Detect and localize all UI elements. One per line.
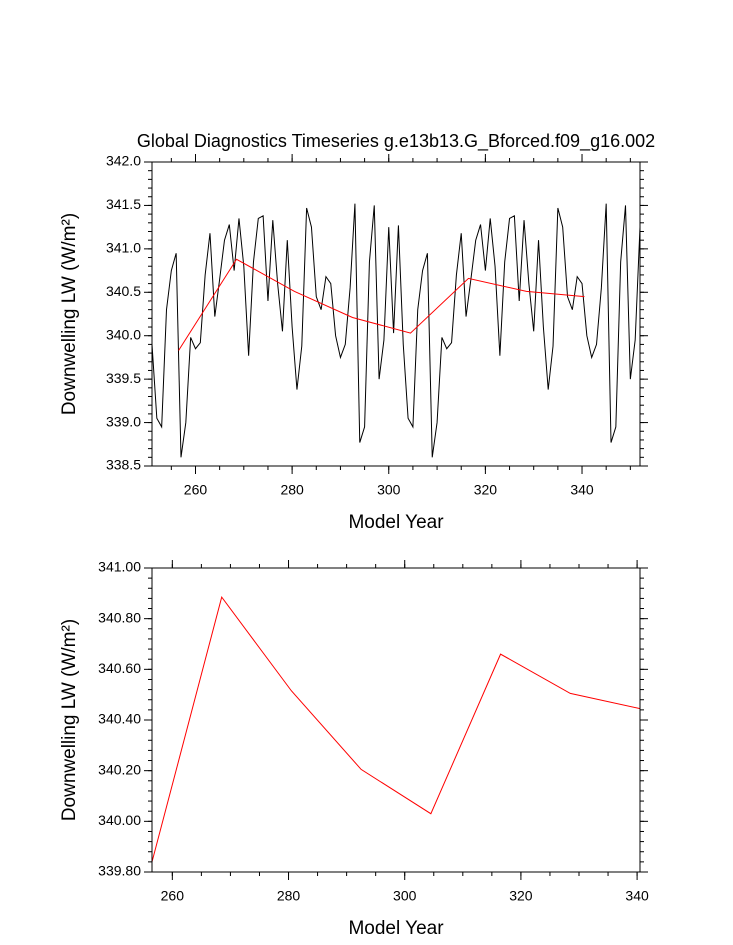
chart-title: Global Diagnostics Timeseries g.e13b13.G…: [137, 131, 655, 152]
y-tick-label: 341.5: [106, 196, 141, 212]
y-tick-label: 340.00: [98, 812, 141, 828]
x-tick-label: 320: [474, 482, 498, 498]
x-axis-label: Model Year: [348, 512, 444, 533]
y-axis-label: Downwelling LW (W/m²): [59, 619, 80, 821]
x-tick-label: 280: [280, 482, 304, 498]
y-axis-label: Downwelling LW (W/m²): [59, 213, 80, 415]
series-line: [178, 258, 585, 351]
y-tick-label: 338.5: [106, 457, 141, 473]
y-tick-label: 341.00: [98, 559, 141, 575]
y-tick-label: 340.0: [106, 326, 141, 342]
y-tick-label: 339.5: [106, 370, 141, 386]
y-tick-label: 341.0: [106, 240, 141, 256]
x-tick-label: 260: [184, 482, 208, 498]
x-tick-label: 340: [570, 482, 594, 498]
series-line: [151, 203, 641, 458]
x-axis-label: Model Year: [348, 918, 444, 939]
y-tick-label: 339.0: [106, 413, 141, 429]
series-line: [151, 595, 641, 862]
x-tick-label: 280: [277, 888, 301, 904]
x-tick-label: 300: [393, 888, 417, 904]
y-tick-label: 340.40: [98, 711, 141, 727]
x-tick-label: 260: [161, 888, 185, 904]
y-tick-label: 340.5: [106, 283, 141, 299]
y-tick-label: 339.80: [98, 863, 141, 879]
x-tick-label: 340: [625, 888, 649, 904]
y-tick-label: 342.0: [106, 153, 141, 169]
y-tick-label: 340.20: [98, 761, 141, 777]
x-tick-label: 320: [509, 888, 533, 904]
plot-frame: [151, 567, 641, 873]
plot-frame: [151, 161, 641, 467]
x-tick-label: 300: [377, 482, 401, 498]
y-tick-label: 340.60: [98, 660, 141, 676]
y-tick-label: 340.80: [98, 609, 141, 625]
